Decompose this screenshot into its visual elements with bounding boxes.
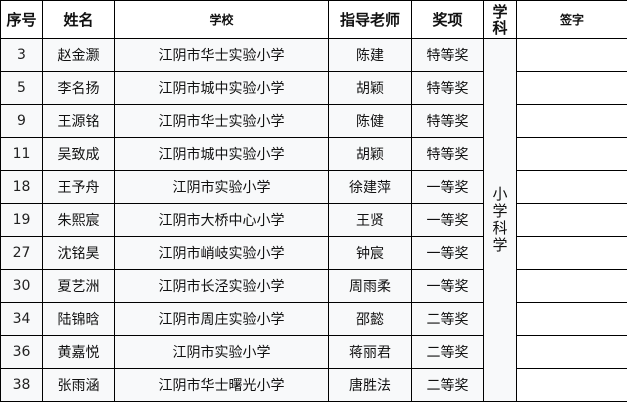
seq-cell: 5	[0, 71, 43, 105]
school-cell: 江阴市周庄实验小学	[114, 302, 329, 336]
seq-cell: 38	[0, 368, 43, 402]
signature-cell[interactable]	[516, 203, 627, 237]
table-row: 5 李名扬 江阴市城中实验小学 胡颖 特等奖	[0, 71, 627, 105]
teacher-cell: 蒋丽君	[328, 335, 412, 369]
seq-cell: 3	[0, 38, 43, 72]
signature-cell[interactable]	[516, 269, 627, 303]
signature-cell[interactable]	[516, 236, 627, 270]
seq-cell: 19	[0, 203, 43, 237]
teacher-cell: 陈健	[328, 104, 412, 138]
award-cell: 一等奖	[411, 269, 484, 303]
name-cell: 吴致成	[42, 137, 115, 171]
school-cell: 江阴市峭岐实验小学	[114, 236, 329, 270]
signature-cell[interactable]	[516, 335, 627, 369]
school-cell: 江阴市华士实验小学	[114, 38, 329, 72]
teacher-cell: 唐胜法	[328, 368, 412, 402]
award-cell: 一等奖	[411, 203, 484, 237]
seq-cell: 27	[0, 236, 43, 270]
name-cell: 王源铭	[42, 104, 115, 138]
table-row: 27 沈铭昊 江阴市峭岐实验小学 钟宸 一等奖	[0, 236, 627, 270]
award-cell: 特等奖	[411, 38, 484, 72]
school-cell: 江阴市华士实验小学	[114, 104, 329, 138]
header-name: 姓名	[42, 0, 115, 39]
signature-cell[interactable]	[516, 137, 627, 171]
award-cell: 特等奖	[411, 137, 484, 171]
signature-cell[interactable]	[516, 302, 627, 336]
name-cell: 沈铭昊	[42, 236, 115, 270]
table-row: 18 王予舟 江阴市实验小学 徐建萍 一等奖	[0, 170, 627, 204]
teacher-cell: 陈建	[328, 38, 412, 72]
signature-cell[interactable]	[516, 38, 627, 72]
award-cell: 二等奖	[411, 368, 484, 402]
teacher-cell: 胡颖	[328, 137, 412, 171]
teacher-cell: 周雨柔	[328, 269, 412, 303]
header-award: 奖项	[411, 0, 484, 39]
seq-cell: 34	[0, 302, 43, 336]
teacher-cell: 徐建萍	[328, 170, 412, 204]
school-cell: 江阴市华士曙光小学	[114, 368, 329, 402]
school-cell: 江阴市长泾实验小学	[114, 269, 329, 303]
name-cell: 黄嘉悦	[42, 335, 115, 369]
signature-cell[interactable]	[516, 71, 627, 105]
name-cell: 陆锦晗	[42, 302, 115, 336]
name-cell: 夏艺洲	[42, 269, 115, 303]
teacher-cell: 胡颖	[328, 71, 412, 105]
table-row: 19 朱熙宸 江阴市大桥中心小学 王贤 一等奖	[0, 203, 627, 237]
name-cell: 王予舟	[42, 170, 115, 204]
school-cell: 江阴市大桥中心小学	[114, 203, 329, 237]
header-signature: 签字	[516, 0, 627, 39]
name-cell: 朱熙宸	[42, 203, 115, 237]
signature-cell[interactable]	[516, 104, 627, 138]
table-row: 38 张雨涵 江阴市华士曙光小学 唐胜法 二等奖	[0, 368, 627, 402]
school-cell: 江阴市实验小学	[114, 335, 329, 369]
name-cell: 赵金灏	[42, 38, 115, 72]
table-row: 30 夏艺洲 江阴市长泾实验小学 周雨柔 一等奖	[0, 269, 627, 303]
name-cell: 张雨涵	[42, 368, 115, 402]
teacher-cell: 王贤	[328, 203, 412, 237]
award-cell: 一等奖	[411, 236, 484, 270]
award-cell: 二等奖	[411, 302, 484, 336]
header-teacher: 指导老师	[328, 0, 412, 39]
header-row: 序号 姓名 学校 指导老师 奖项 学科 签字	[0, 0, 627, 39]
seq-cell: 11	[0, 137, 43, 171]
header-school: 学校	[114, 0, 329, 39]
school-cell: 江阴市城中实验小学	[114, 137, 329, 171]
award-cell: 二等奖	[411, 335, 484, 369]
signature-cell[interactable]	[516, 170, 627, 204]
seq-cell: 30	[0, 269, 43, 303]
table-row: 11 吴致成 江阴市城中实验小学 胡颖 特等奖	[0, 137, 627, 171]
seq-cell: 18	[0, 170, 43, 204]
table-row: 34 陆锦晗 江阴市周庄实验小学 邵懿 二等奖	[0, 302, 627, 336]
header-subject-line2: 科	[492, 18, 508, 37]
table-row: 3 赵金灏 江阴市华士实验小学 陈建 特等奖 小学科学	[0, 38, 627, 402]
header-subject-line1: 学	[492, 2, 508, 21]
teacher-cell: 邵懿	[328, 302, 412, 336]
award-cell: 特等奖	[411, 71, 484, 105]
table-row: 9 王源铭 江阴市华士实验小学 陈健 特等奖	[0, 104, 627, 138]
seq-cell: 36	[0, 335, 43, 369]
award-cell: 特等奖	[411, 104, 484, 138]
award-cell: 一等奖	[411, 170, 484, 204]
table-row: 36 黄嘉悦 江阴市实验小学 蒋丽君 二等奖	[0, 335, 627, 369]
school-cell: 江阴市实验小学	[114, 170, 329, 204]
name-cell: 李名扬	[42, 71, 115, 105]
teacher-cell: 钟宸	[328, 236, 412, 270]
signature-cell[interactable]	[516, 368, 627, 402]
seq-cell: 9	[0, 104, 43, 138]
header-subject: 学科	[483, 0, 517, 39]
header-seq: 序号	[0, 0, 43, 39]
subject-cell: 小学科学	[483, 38, 517, 402]
school-cell: 江阴市城中实验小学	[114, 71, 329, 105]
